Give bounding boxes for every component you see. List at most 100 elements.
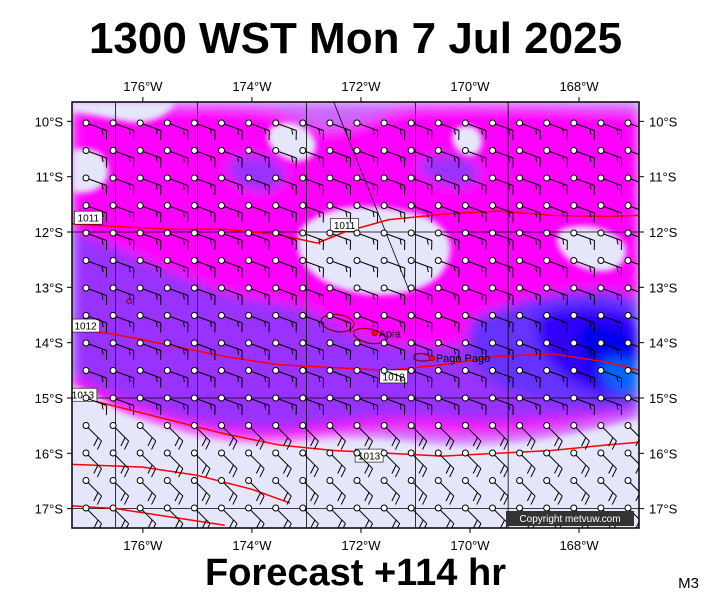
barb-staff: [573, 425, 590, 442]
place-label: Apia: [379, 328, 402, 340]
wind-barb: [489, 504, 509, 528]
barb-staff: [465, 287, 487, 296]
station-circle: [190, 422, 198, 429]
station-circle: [82, 422, 90, 429]
station-circle: [597, 229, 605, 237]
barb-staff: [546, 150, 568, 159]
barb-staff: [383, 397, 405, 406]
wind-barb: [353, 504, 374, 528]
barb-feather: [391, 437, 397, 447]
barb-feather: [182, 403, 185, 410]
barb-feather: [418, 437, 424, 447]
barb-staff: [140, 397, 162, 406]
wind-barb: [109, 202, 135, 223]
station-circle: [543, 422, 551, 429]
wind-barb: [326, 147, 352, 168]
station-circle: [299, 202, 307, 209]
wind-barb: [353, 477, 374, 505]
barb-staff: [140, 205, 162, 214]
barb-staff: [167, 287, 189, 296]
barb-feather: [589, 376, 592, 383]
wind-barb: [82, 394, 108, 416]
barb-staff: [356, 315, 378, 324]
station-circle: [624, 202, 632, 209]
station-circle: [543, 477, 551, 484]
barb-staff: [275, 150, 297, 159]
wind-barb: [597, 174, 623, 196]
barb-feather: [318, 156, 321, 163]
barb-feather: [318, 183, 321, 190]
wind-barb: [136, 229, 162, 251]
barb-staff: [492, 177, 514, 186]
barb-staff: [140, 315, 162, 324]
barb-feather: [318, 266, 321, 273]
station-circle: [190, 477, 198, 484]
wind-barb: [82, 119, 108, 141]
wind-barb: [380, 284, 406, 306]
barb-feather: [589, 156, 592, 163]
wind-barb: [597, 229, 623, 251]
barb-staff: [167, 260, 189, 269]
barb-feather: [399, 156, 402, 163]
barb-staff: [519, 287, 541, 296]
wind-barb: [380, 339, 406, 361]
barb-feather: [480, 128, 483, 135]
barb-feather: [318, 128, 321, 135]
wind-barb: [136, 257, 162, 278]
barb-staff: [85, 260, 107, 269]
station-circle: [516, 504, 524, 512]
wind-barb: [434, 477, 455, 505]
barb-feather: [445, 519, 451, 528]
barb-feather: [644, 266, 645, 272]
isobar-label: 1011: [334, 221, 356, 232]
barb-feather: [201, 519, 207, 528]
wind-barb: [380, 449, 401, 478]
barb-staff: [383, 205, 405, 214]
barb-staff: [194, 150, 216, 159]
barb-staff: [221, 507, 238, 524]
station-circle: [407, 119, 415, 127]
wind-barb: [543, 367, 568, 388]
wind-barb: [380, 119, 406, 141]
barb-feather: [337, 437, 343, 447]
lon-label-bottom: 170°W: [450, 538, 490, 553]
wind-barb: [163, 504, 184, 528]
station-circle: [163, 257, 171, 264]
station-circle: [245, 449, 253, 457]
wind-barb: [461, 229, 487, 251]
isobar-label: 1012: [383, 372, 406, 383]
station-circle: [245, 312, 253, 319]
barb-feather: [209, 128, 212, 135]
barb-feather: [291, 348, 294, 355]
wind-barb: [299, 449, 319, 478]
station-circle: [353, 449, 361, 457]
barb-feather: [147, 492, 153, 502]
wind-barb: [380, 257, 406, 278]
lat-label-right: 17°S: [649, 502, 678, 517]
barb-staff: [248, 122, 270, 131]
station-circle: [190, 339, 198, 347]
station-circle: [380, 449, 388, 457]
barb-feather: [535, 293, 538, 300]
wind-barb: [516, 394, 541, 416]
station-circle: [109, 477, 117, 484]
station-circle: [163, 504, 171, 512]
wind-barb: [353, 202, 379, 223]
station-circle: [190, 202, 198, 209]
station-circle: [272, 339, 280, 347]
wind-barb: [570, 477, 590, 505]
barb-staff: [546, 260, 568, 269]
barb-feather: [255, 492, 262, 502]
wind-barb: [218, 174, 243, 196]
barb-staff: [194, 425, 211, 442]
barb-staff: [411, 205, 433, 214]
station-circle: [353, 284, 361, 292]
barb-feather: [236, 266, 240, 273]
station-circle: [326, 202, 334, 209]
barb-staff: [275, 507, 292, 524]
axis-labels: 176°W 176°W 174°W 174°W 172°W 172°W 170°W 170°W…: [35, 79, 678, 553]
wind-barb: [82, 147, 108, 168]
station-circle: [190, 229, 198, 237]
station-circle: [570, 504, 578, 512]
barb-staff: [573, 150, 595, 159]
